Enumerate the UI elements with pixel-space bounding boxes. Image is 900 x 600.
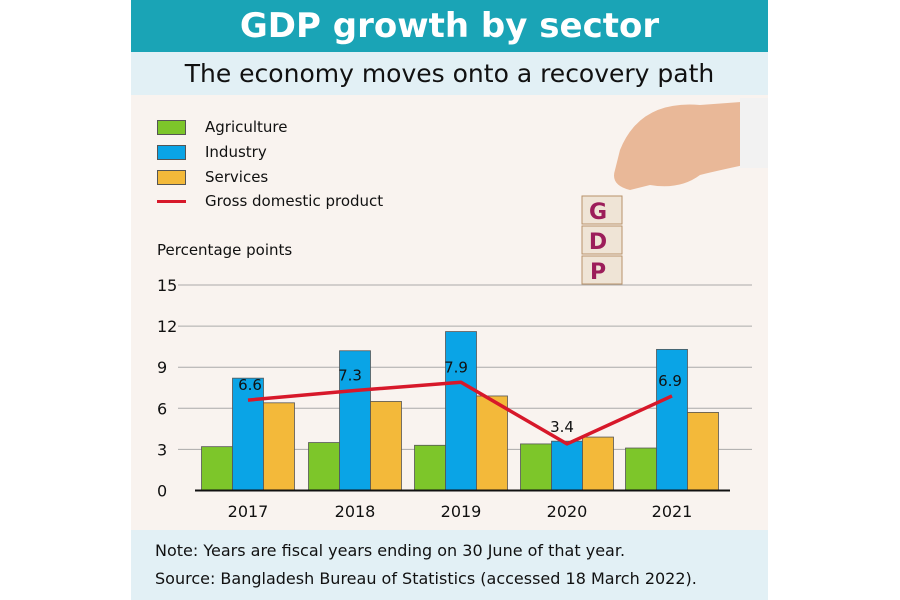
bar-industry-2019: [445, 331, 477, 491]
bar-industry-2020: [551, 440, 583, 491]
y-tick-label: 6: [157, 399, 167, 418]
footer-source: Source: Bangladesh Bureau of Statistics …: [155, 569, 697, 588]
legend-swatch-services: [157, 169, 186, 185]
gdp-data-label: 6.6: [238, 376, 262, 394]
gdp-data-label: 6.9: [658, 372, 682, 390]
chart-title: GDP growth by sector: [131, 0, 768, 52]
hand-icon: [614, 100, 768, 190]
x-tick-label: 2018: [335, 502, 376, 521]
card-background: [131, 0, 768, 600]
x-tick-label: 2017: [228, 502, 269, 521]
block-letter: D: [589, 230, 607, 255]
y-tick-label: 15: [157, 276, 177, 295]
bar-industry-2017: [232, 377, 264, 491]
legend-label: Services: [205, 168, 269, 186]
bar-services-2020: [582, 436, 614, 491]
footer-note: Note: Years are fiscal years ending on 3…: [155, 541, 626, 560]
legend-swatch-industry: [157, 144, 186, 160]
gdp-data-label: 7.9: [444, 358, 468, 376]
legend-agriculture: Agriculture: [157, 117, 288, 137]
legend-swatch-agriculture: [157, 119, 186, 135]
bar-agriculture-2020: [520, 443, 552, 491]
y-tick-label: 9: [157, 358, 167, 377]
y-tick-label: 0: [157, 482, 167, 501]
legend-gdp: Gross domestic product: [157, 191, 383, 211]
block-letter: G: [589, 200, 607, 225]
bar-agriculture-2019: [414, 444, 446, 491]
gdp-line: [247, 380, 673, 446]
bar-agriculture-2017: [201, 446, 233, 491]
footer: [131, 530, 768, 600]
legend-industry: Industry: [157, 142, 267, 162]
y-tick-label: 12: [157, 317, 177, 336]
chart-subtitle: The economy moves onto a recovery path: [131, 52, 768, 95]
y-axis-label: Percentage points: [157, 241, 293, 259]
y-tick-label: 3: [157, 440, 167, 459]
sleeve: [740, 98, 768, 168]
legend-label: Industry: [205, 143, 267, 161]
bar-industry-2018: [339, 350, 371, 491]
gdp-data-label: 7.3: [338, 366, 362, 384]
bar-agriculture-2018: [308, 442, 340, 491]
gdp-data-label: 3.4: [550, 418, 574, 436]
legend-label: Agriculture: [205, 118, 288, 136]
x-tick-label: 2020: [547, 502, 588, 521]
bar-industry-2021: [656, 348, 688, 491]
bar-services-2017: [263, 402, 295, 491]
x-tick-label: 2021: [652, 502, 693, 521]
gdp-blocks-illustration: G D P: [581, 98, 768, 285]
legend-services: Services: [157, 167, 268, 187]
legend-label: Gross domestic product: [205, 192, 384, 210]
legend-swatch-gdp: [157, 199, 186, 203]
block-letter: P: [590, 260, 606, 285]
bar-services-2019: [476, 395, 508, 491]
bar-services-2021: [687, 412, 719, 491]
bar-services-2018: [370, 401, 402, 491]
bar-agriculture-2021: [625, 447, 657, 491]
x-tick-label: 2019: [441, 502, 482, 521]
